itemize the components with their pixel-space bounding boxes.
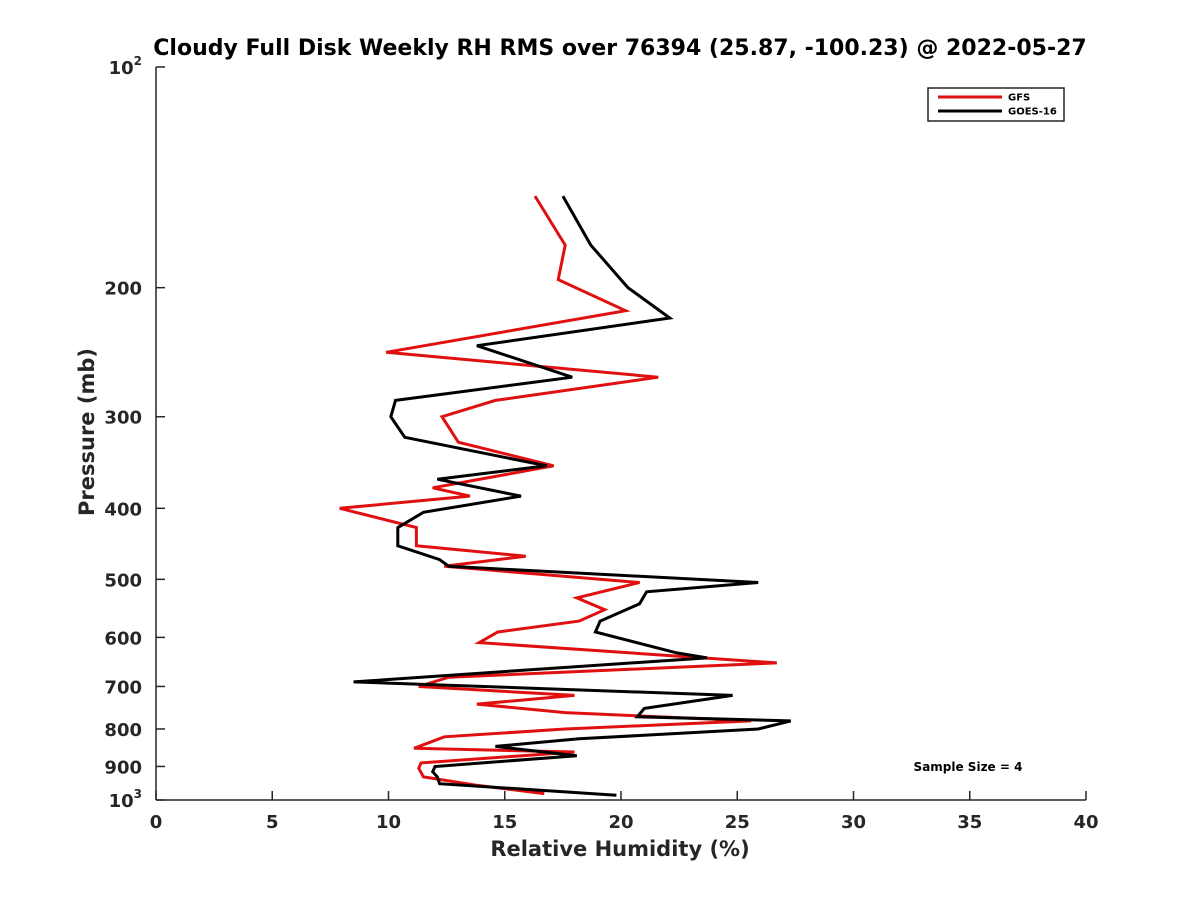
x-tick-label: 35 [957,812,982,833]
x-tick-label: 15 [492,812,517,833]
x-tick-label: 5 [266,812,279,833]
y-tick-label: 500 [104,570,142,591]
chart-title: Cloudy Full Disk Weekly RH RMS over 7639… [153,36,1086,61]
x-tick-label: 25 [725,812,750,833]
y-tick-label: 200 [104,279,142,300]
sample-size-annotation: Sample Size = 4 [914,760,1023,774]
y-tick-label: 102 [109,54,142,79]
x-tick-label: 30 [841,812,866,833]
axes: 0 5 10 15 20 25 30 35 40 102 200 300 400 500 600 700 800… [104,54,1098,833]
y-tick-label: 800 [104,720,142,741]
series-lines [339,195,792,797]
x-tick-label: 40 [1073,812,1098,833]
y-tick-label: 103 [109,787,142,812]
y-tick-label: 400 [104,499,142,520]
series-line-goes-16 [353,195,792,797]
y-tick-label: 700 [104,677,142,698]
legend-box [927,87,1065,122]
legend-label-gfs: GFS [1008,93,1030,104]
y-axis-label: Pressure (mb) [75,348,99,516]
y-tick-label: 600 [104,628,142,649]
x-tick-label: 10 [376,812,401,833]
x-axis-label: Relative Humidity (%) [490,837,749,861]
x-tick-label: 0 [150,812,163,833]
series-line-gfs [339,195,777,796]
legend-label-goes-16: GOES-16 [1008,107,1057,118]
legend: GFS GOES-16 [927,87,1065,122]
x-tick-label: 20 [608,812,633,833]
y-tick-label: 300 [104,408,142,429]
y-tick-label: 900 [104,757,142,778]
